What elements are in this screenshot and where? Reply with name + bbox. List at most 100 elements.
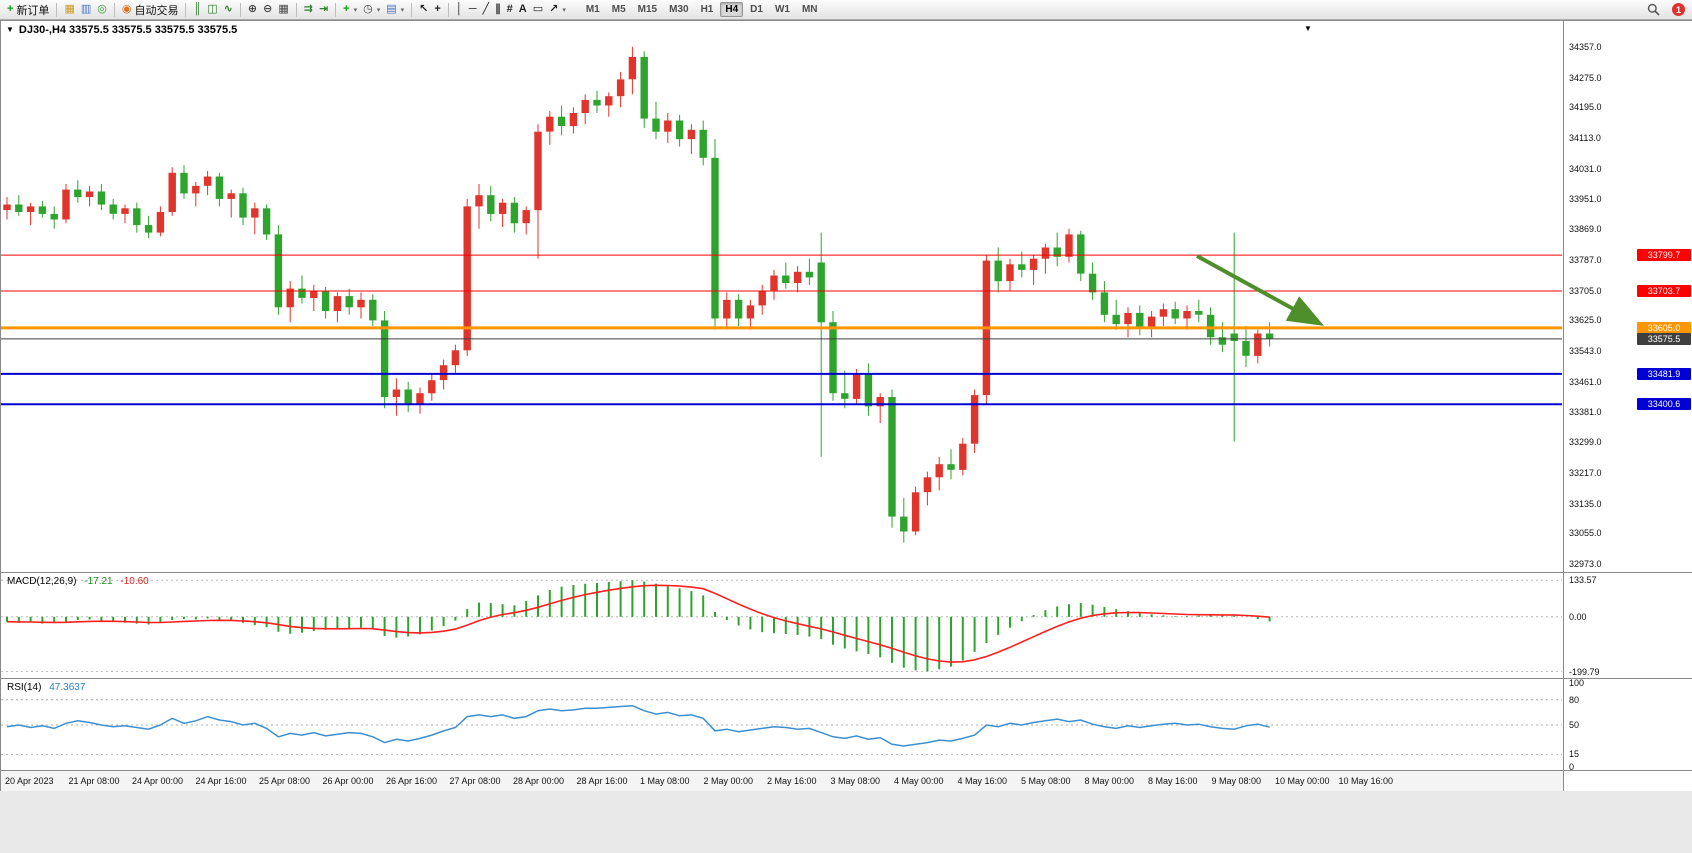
price-scale-label: 33217.0 [1569, 467, 1602, 478]
candle-up [1006, 264, 1014, 282]
toolbar-separator [56, 2, 58, 17]
price-tag: 33605.0 [1637, 321, 1691, 334]
channel-icon: ∥ [495, 3, 501, 15]
candle-down [1100, 292, 1109, 315]
panel-separator[interactable] [1, 770, 1692, 771]
price-scale[interactable]: 33799.7 33703.7 33605.0 33575.5 33481.9 33400… [1563, 21, 1692, 791]
timeframe-mn[interactable]: MN [801, 4, 818, 15]
arrows-icon: ↗ [549, 3, 559, 15]
trendline-icon[interactable]: ╱ [480, 1, 493, 18]
panel-separator[interactable] [1, 572, 1692, 573]
cursor-icon[interactable]: ↖ [416, 1, 431, 18]
panel-separator[interactable] [1, 678, 1692, 679]
time-axis-label: 4 May 16:00 [957, 776, 1008, 786]
price-tag: 33400.6 [1637, 398, 1691, 411]
candle-down [640, 56, 648, 119]
zoom-in-icon[interactable]: ⊕ [245, 1, 260, 18]
templates-button[interactable]: ▤ ▾ [383, 1, 407, 18]
candle-up [1183, 311, 1191, 319]
candle-up [959, 443, 967, 470]
candle-down [864, 374, 873, 407]
add-indicator-button[interactable]: + ▾ [340, 1, 360, 18]
zoom-in-icon: ⊕ [247, 3, 258, 15]
rsi-scale-label: 80 [1569, 694, 1580, 705]
price-tag: 33575.5 [1637, 332, 1691, 345]
candle-up [616, 79, 625, 97]
market-watch-icon: ▥ [80, 3, 92, 15]
candle-up [498, 202, 507, 214]
arrows-button[interactable]: ↗ ▾ [546, 1, 569, 18]
candle-down [900, 516, 908, 532]
price-scale-label: 33381.0 [1569, 406, 1602, 417]
cursor-icon: ↖ [419, 3, 429, 15]
time-axis-label: 3 May 08:00 [830, 776, 881, 786]
timeframe-m30[interactable]: M30 [669, 4, 689, 15]
market-watch-icon[interactable]: ▥ [78, 1, 94, 18]
time-axis[interactable]: 20 Apr 2023 21 Apr 08:00 24 Apr 00:00 24 Ap… [1, 771, 1563, 791]
rsi-indicator-label: RSI(14) 47.3637 [7, 682, 90, 693]
timeframe-m1[interactable]: M1 [585, 4, 600, 15]
candle-down [841, 393, 849, 399]
periods-button[interactable]: ◷ ▾ [360, 1, 383, 18]
new-order-button[interactable]: + 新订单 [4, 1, 52, 18]
time-axis-label: 2 May 16:00 [767, 776, 817, 786]
timeframe-m15[interactable]: M15 [637, 4, 658, 15]
add-indicator-icon: + [343, 3, 350, 15]
notification-badge[interactable]: 1 [1672, 3, 1685, 16]
candle-up [793, 271, 802, 283]
search-icon[interactable] [1644, 1, 1663, 18]
timeframe-w1[interactable]: W1 [774, 4, 790, 15]
candle-down [38, 206, 47, 214]
label-icon[interactable]: ▭ [530, 1, 546, 18]
candle-up [746, 305, 755, 319]
fibonacci-icon[interactable]: # [504, 1, 516, 18]
chart-menu-triangle-icon[interactable]: ▼ [1304, 24, 1312, 33]
timeframe-h1[interactable]: H1 [700, 4, 714, 15]
candle-down [1018, 264, 1026, 270]
rsi-scale-label: 100 [1569, 678, 1585, 688]
tile-windows-icon[interactable]: ▦ [275, 1, 291, 18]
chart-dropdown-triangle-icon[interactable]: ▼ [6, 25, 14, 34]
candle-up [605, 96, 613, 106]
auto-trading-button[interactable]: ◉ 自动交易 [119, 1, 182, 18]
bar-chart-icon[interactable]: ║ [190, 1, 204, 18]
toolbar: + 新订单 ▦ ▥ ◎ ◉ 自动交易 ║ ◫ ∿ ⊕ ⊖ ▦ ⇉ ⇥ + ▾ ◷ ▾ ▤ ▾ ↖ + │ ─ ╱ ∥ # A ▭ ↗ ▾ M1… [0, 0, 1692, 20]
time-axis-label: 8 May 00:00 [1084, 776, 1135, 786]
crosshair-icon[interactable]: + [431, 1, 443, 18]
candle-up [723, 299, 731, 319]
chart-shift-icon[interactable]: ⇥ [316, 1, 331, 18]
candle-down [593, 99, 601, 106]
candle-up [1041, 247, 1050, 259]
auto-scroll-icon: ⇉ [303, 3, 313, 15]
candle-up [1159, 309, 1168, 317]
timeframe-h4[interactable]: H4 [720, 2, 744, 17]
line-chart-icon[interactable]: ∿ [221, 1, 236, 18]
macd-main-value: -17.21 [84, 576, 113, 587]
channel-icon[interactable]: ∥ [492, 1, 504, 18]
price-scale-label: 33135.0 [1569, 498, 1602, 509]
navigator-icon[interactable]: ◎ [94, 1, 110, 18]
macd-scale-label: -199.79 [1569, 666, 1600, 677]
price-scale-label: 33461.0 [1569, 376, 1602, 387]
vertical-line-icon[interactable]: │ [453, 1, 466, 18]
candlestick-chart-icon[interactable]: ◫ [204, 1, 220, 18]
auto-scroll-icon[interactable]: ⇉ [301, 1, 316, 18]
candle-down [711, 157, 719, 319]
candle-down [144, 225, 153, 233]
time-axis-label: 24 Apr 16:00 [195, 776, 247, 786]
text-icon: A [518, 3, 527, 15]
arrow-annotation[interactable] [1196, 254, 1325, 326]
price-scale-label: 34113.0 [1569, 133, 1601, 143]
text-icon[interactable]: A [516, 1, 530, 18]
time-axis-label: 25 Apr 08:00 [259, 776, 311, 786]
zoom-out-icon[interactable]: ⊖ [260, 1, 275, 18]
horizontal-line-icon[interactable]: ─ [466, 1, 480, 18]
candle-down [1053, 247, 1061, 257]
chart-window: ▼ DJ30-,H4 33575.5 33575.5 33575.5 33575… [0, 20, 1692, 791]
timeframe-d1[interactable]: D1 [750, 4, 763, 15]
timeframe-m5[interactable]: M5 [611, 4, 626, 15]
price-scale-label: 32973.0 [1569, 559, 1602, 569]
candle-up [876, 397, 884, 407]
charts-grid-icon[interactable]: ▦ [61, 1, 77, 18]
candle-up [357, 299, 365, 308]
